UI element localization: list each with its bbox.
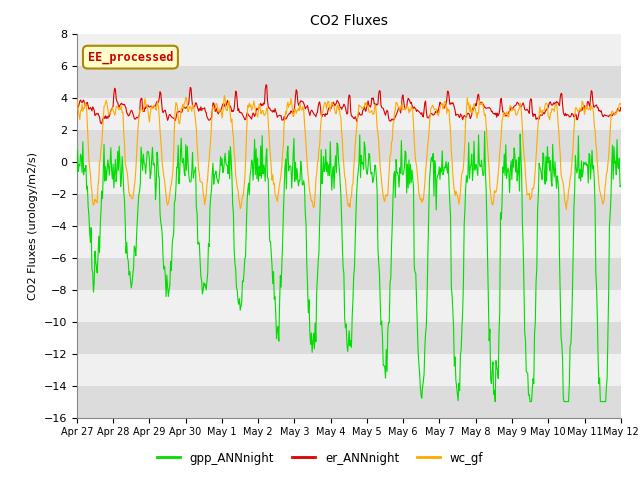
wc_gf [416,193,424,199]
Bar [77,162,621,193]
gpp_ANNnight [194,241,202,247]
er_ANNnight [83,100,90,106]
Bar [77,289,621,322]
Bar [77,226,621,258]
Bar [77,193,621,226]
er_ANNnight [262,82,270,88]
wc_gf [83,106,90,111]
Y-axis label: CO2 Fluxes (urology/m2/s): CO2 Fluxes (urology/m2/s) [28,152,38,300]
Bar [77,258,621,289]
er_ANNnight [140,108,147,114]
Bar [77,354,621,385]
Bar [77,97,621,130]
Bar [77,226,621,258]
Bar [77,322,621,354]
gpp_ANNnight [492,399,499,405]
Bar [77,130,621,162]
er_ANNnight [73,104,81,110]
Bar [77,258,621,289]
gpp_ANNnight [73,174,81,180]
Bar [77,66,621,97]
Bar [77,193,621,226]
Bar [77,66,621,97]
wc_gf [223,108,231,113]
wc_gf [139,109,147,115]
Bar [77,354,621,385]
er_ANNnight [97,120,105,126]
Line: gpp_ANNnight: gpp_ANNnight [77,132,621,402]
Bar [77,34,621,66]
gpp_ANNnight [223,162,230,168]
Bar [77,385,621,418]
er_ANNnight [223,97,231,103]
Bar [77,162,621,193]
Line: wc_gf: wc_gf [77,96,621,209]
Bar [77,289,621,322]
gpp_ANNnight [415,360,422,366]
Bar [77,322,621,354]
Bar [77,130,621,162]
Title: CO2 Fluxes: CO2 Fluxes [310,14,388,28]
gpp_ANNnight [481,129,488,134]
wc_gf [617,101,625,107]
Text: EE_processed: EE_processed [88,50,173,64]
Bar [77,97,621,130]
wc_gf [431,107,439,112]
gpp_ANNnight [617,183,625,189]
Bar [77,385,621,418]
gpp_ANNnight [139,168,147,173]
Line: er_ANNnight: er_ANNnight [77,85,621,123]
wc_gf [73,96,81,102]
gpp_ANNnight [83,186,90,192]
er_ANNnight [195,108,202,114]
Legend: gpp_ANNnight, er_ANNnight, wc_gf: gpp_ANNnight, er_ANNnight, wc_gf [152,447,488,469]
er_ANNnight [617,105,625,110]
er_ANNnight [433,109,440,115]
wc_gf [194,154,202,159]
wc_gf [221,93,228,98]
gpp_ANNnight [431,157,438,163]
wc_gf [563,206,570,212]
Bar [77,34,621,66]
er_ANNnight [417,110,424,116]
